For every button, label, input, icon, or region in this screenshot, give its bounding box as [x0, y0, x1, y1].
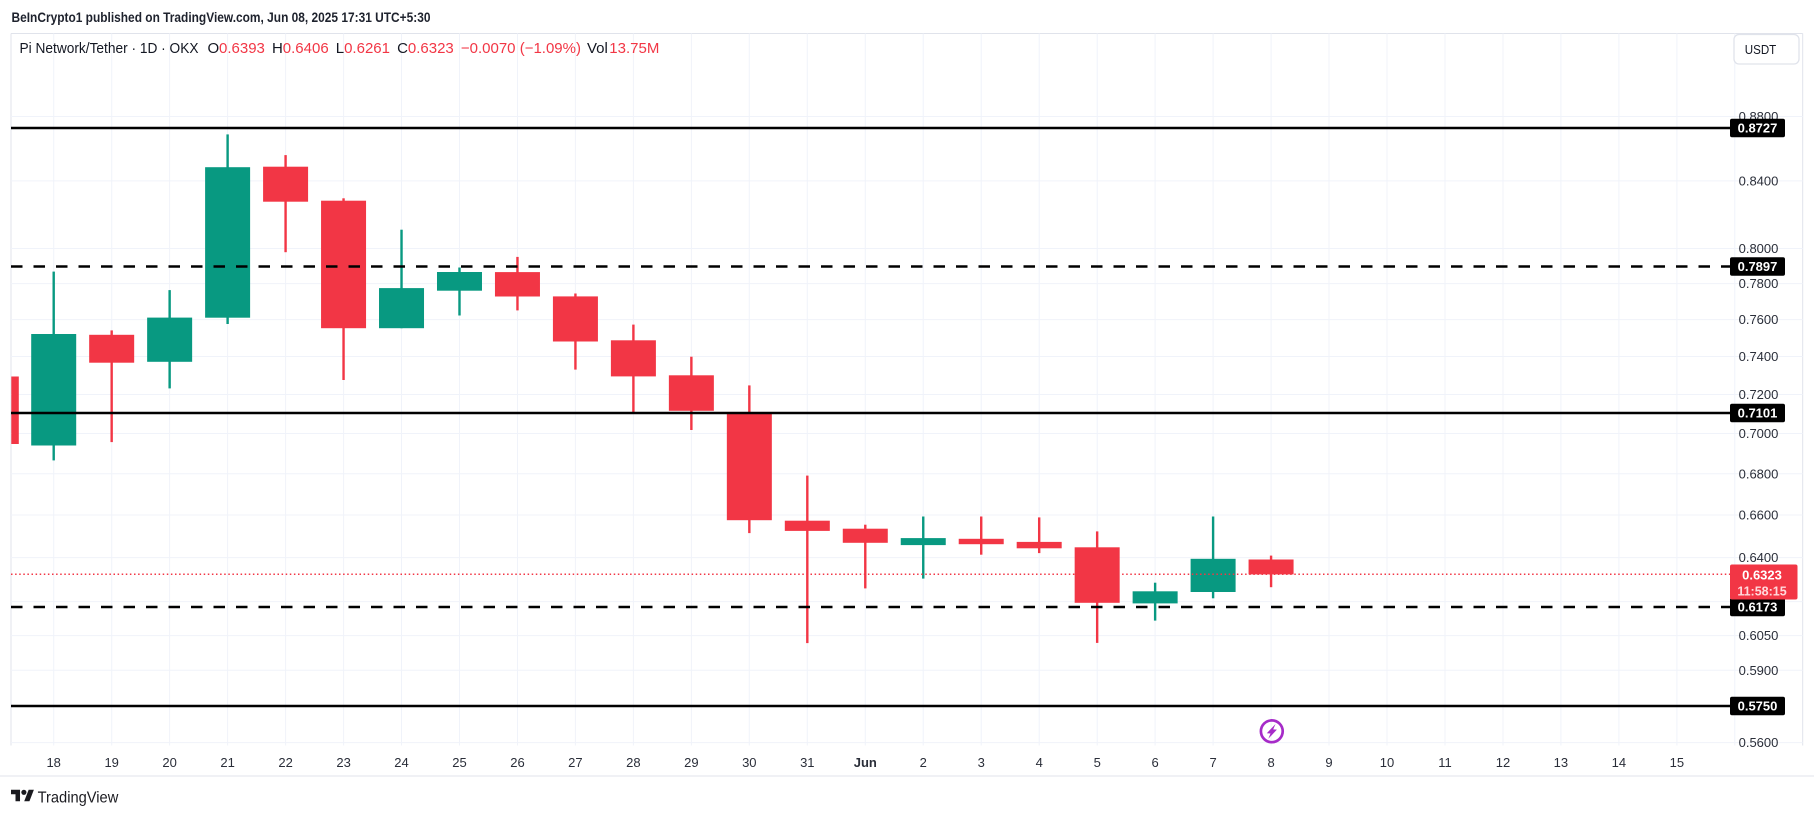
svg-text:10: 10 — [1380, 755, 1394, 770]
svg-text:0.6173: 0.6173 — [1738, 600, 1778, 615]
svg-text:0.6600: 0.6600 — [1739, 508, 1779, 523]
svg-text:9: 9 — [1325, 755, 1332, 770]
svg-text:0.5900: 0.5900 — [1739, 663, 1779, 678]
svg-text:2: 2 — [920, 755, 927, 770]
svg-text:7: 7 — [1209, 755, 1216, 770]
svg-text:0.6323: 0.6323 — [408, 40, 454, 57]
svg-text:13: 13 — [1554, 755, 1568, 770]
svg-text:28: 28 — [626, 755, 640, 770]
svg-text:C: C — [397, 40, 408, 57]
svg-text:0.6261: 0.6261 — [344, 40, 390, 57]
svg-text:0.5600: 0.5600 — [1739, 735, 1779, 750]
svg-text:21: 21 — [220, 755, 234, 770]
svg-text:O: O — [208, 40, 220, 57]
svg-text:22: 22 — [278, 755, 292, 770]
svg-text:12: 12 — [1496, 755, 1510, 770]
svg-text:0.6323: 0.6323 — [1742, 567, 1782, 582]
svg-text:H: H — [272, 40, 283, 57]
svg-text:6: 6 — [1151, 755, 1158, 770]
svg-text:29: 29 — [684, 755, 698, 770]
svg-text:3: 3 — [978, 755, 985, 770]
svg-text:26: 26 — [510, 755, 524, 770]
svg-text:0.7000: 0.7000 — [1739, 426, 1779, 441]
svg-text:0.7101: 0.7101 — [1738, 406, 1778, 421]
svg-text:18: 18 — [46, 755, 60, 770]
svg-text:19: 19 — [104, 755, 118, 770]
svg-text:20: 20 — [162, 755, 176, 770]
svg-text:13.75M: 13.75M — [609, 40, 659, 57]
svg-text:Jun: Jun — [854, 755, 877, 770]
svg-text:0.7400: 0.7400 — [1739, 349, 1779, 364]
svg-text:0.6800: 0.6800 — [1739, 466, 1779, 481]
svg-text:31: 31 — [800, 755, 814, 770]
svg-text:24: 24 — [394, 755, 408, 770]
svg-text:BeInCrypto1 published on Tradi: BeInCrypto1 published on TradingView.com… — [12, 10, 431, 25]
svg-text:0.7897: 0.7897 — [1738, 259, 1778, 274]
svg-text:0.5750: 0.5750 — [1738, 699, 1778, 714]
svg-text:−0.0070 (−1.09%): −0.0070 (−1.09%) — [461, 40, 581, 57]
svg-text:0.6400: 0.6400 — [1739, 550, 1779, 565]
svg-text:0.7600: 0.7600 — [1739, 312, 1779, 327]
svg-text:0.8727: 0.8727 — [1738, 121, 1778, 136]
svg-text:L: L — [336, 40, 344, 57]
svg-text:23: 23 — [336, 755, 350, 770]
svg-text:4: 4 — [1036, 755, 1043, 770]
svg-text:0.8400: 0.8400 — [1739, 174, 1779, 189]
svg-text:11:58:15: 11:58:15 — [1737, 584, 1786, 598]
svg-text:TradingView: TradingView — [38, 789, 119, 806]
svg-text:14: 14 — [1612, 755, 1626, 770]
svg-text:8: 8 — [1267, 755, 1274, 770]
svg-text:USDT: USDT — [1745, 43, 1777, 57]
svg-text:0.6393: 0.6393 — [219, 40, 265, 57]
svg-text:0.8000: 0.8000 — [1739, 241, 1779, 256]
svg-text:0.6050: 0.6050 — [1739, 628, 1779, 643]
svg-text:5: 5 — [1094, 755, 1101, 770]
svg-text:0.7200: 0.7200 — [1739, 387, 1779, 402]
svg-text:0.7800: 0.7800 — [1739, 276, 1779, 291]
svg-text:0.6406: 0.6406 — [283, 40, 329, 57]
svg-text:15: 15 — [1670, 755, 1684, 770]
svg-text:Vol: Vol — [587, 40, 608, 57]
svg-text:30: 30 — [742, 755, 756, 770]
svg-text:27: 27 — [568, 755, 582, 770]
svg-text:Pi Network/Tether · 1D · OKX: Pi Network/Tether · 1D · OKX — [20, 40, 199, 57]
svg-text:11: 11 — [1438, 755, 1452, 770]
svg-text:25: 25 — [452, 755, 466, 770]
